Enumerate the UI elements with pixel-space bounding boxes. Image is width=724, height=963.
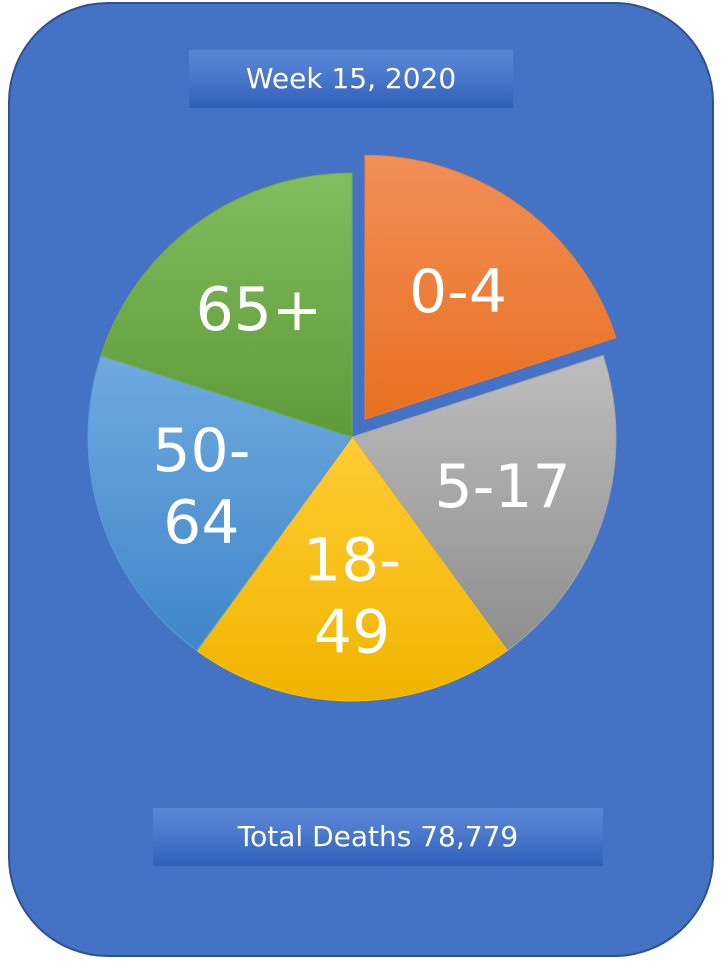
pie-label-18-49: 18-49 — [303, 525, 401, 667]
week-title: Week 15, 2020 — [245, 62, 457, 95]
week-title-banner: Week 15, 2020 — [189, 50, 513, 108]
total-deaths-label: Total Deaths 78,779 — [237, 820, 519, 853]
pie-slice-65plus — [100, 172, 353, 438]
pie-label-50-64: 50-64 — [152, 416, 250, 558]
pie-label-0-4: 0-4 — [409, 257, 507, 327]
pie-slice-50-64 — [87, 354, 353, 652]
pie-label-5-17: 5-17 — [435, 452, 571, 522]
pie-slice-5-17 — [351, 354, 617, 652]
pie-label-65plus: 65+ — [196, 275, 323, 345]
total-deaths-banner: Total Deaths 78,779 — [153, 808, 603, 866]
pie-slice-18-49 — [196, 436, 508, 702]
pie-slice-0-4 — [364, 154, 617, 420]
